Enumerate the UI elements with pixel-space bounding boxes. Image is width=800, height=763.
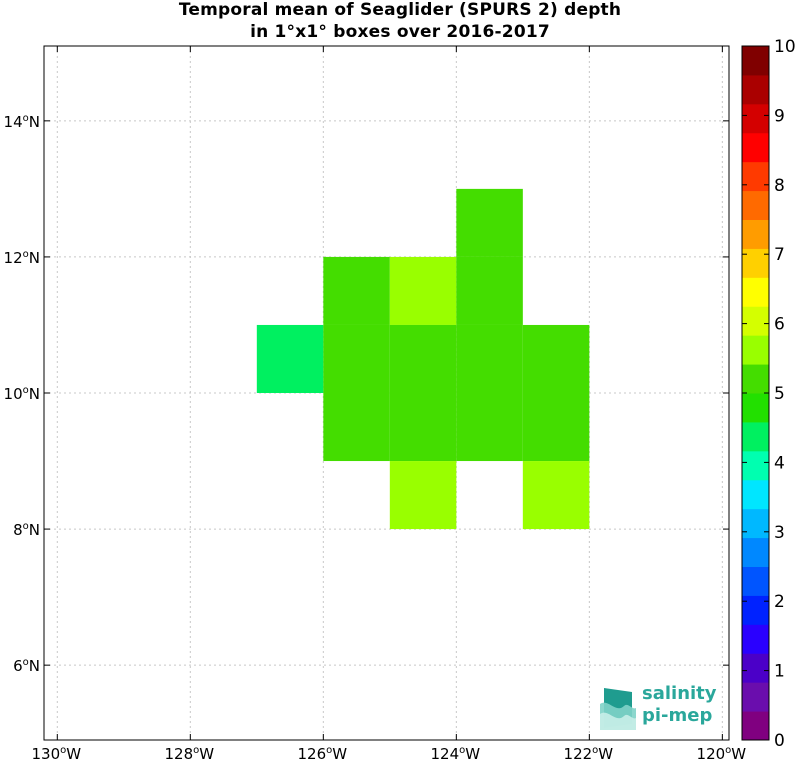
colorbar-segment (742, 190, 769, 220)
colorbar-tick-label: 4 (774, 453, 785, 473)
logo-text-salinity: salinity (642, 683, 717, 704)
colorbar-segment (742, 132, 769, 163)
wave-logo-icon (600, 688, 636, 730)
colorbar-segment (742, 335, 769, 365)
colorbar-segment (742, 595, 769, 625)
y-tick-label: 6oN (13, 657, 40, 675)
data-cell (456, 188, 523, 257)
colorbar-tick-label: 9 (774, 106, 785, 126)
colorbar-tick-label: 3 (774, 523, 785, 543)
y-tick-label: 12oN (4, 249, 40, 267)
data-cell (522, 324, 590, 393)
colorbar-tick-label: 8 (774, 176, 785, 196)
colorbar-segment (742, 479, 769, 510)
colorbar-tick-label: 5 (774, 384, 785, 404)
colorbar-segment (742, 364, 769, 394)
colorbar-segment (742, 711, 769, 741)
x-tick-label: 122oW (564, 745, 614, 763)
colorbar-segment (742, 46, 769, 76)
data-cell (456, 256, 523, 325)
data-cell (256, 324, 324, 393)
colorbar-segment (742, 248, 769, 278)
colorbar-tick-label: 0 (774, 731, 785, 751)
x-tick-label: 124oW (431, 745, 481, 763)
chart-title-line1: Temporal mean of Seaglider (SPURS 2) dep… (178, 0, 622, 20)
x-tick-label: 130oW (31, 745, 81, 763)
colorbar-segment (742, 566, 769, 596)
data-cell (323, 256, 390, 325)
data-cell (323, 393, 390, 462)
colorbar-segment (742, 653, 769, 683)
colorbar-segment (742, 161, 769, 192)
colorbar-segment (742, 103, 769, 134)
colorbar-segment (742, 421, 769, 452)
data-cell (389, 461, 457, 530)
colorbar-segment (742, 450, 769, 481)
colorbar-segment (742, 624, 769, 654)
colorbar-tick-label: 7 (774, 245, 785, 265)
data-cell (323, 324, 390, 393)
chart-title-line2: in 1°x1° boxes over 2016-2017 (250, 22, 550, 42)
colorbar-segment (742, 537, 769, 567)
x-tick-label: 126oW (298, 745, 348, 763)
colorbar: 0 1 2 3 4 5 6 7 8 9 10 (741, 37, 796, 751)
y-tick-label: 14oN (4, 113, 40, 131)
data-cells (256, 188, 590, 530)
colorbar-tick-label: 6 (774, 315, 785, 335)
colorbar-segment (742, 74, 769, 105)
salinity-pi-mep-logo: salinity pi-mep (598, 684, 726, 734)
colorbar-segment (742, 508, 769, 539)
colorbar-tick-label: 10 (774, 37, 796, 57)
data-cell (456, 393, 523, 462)
colorbar-segment (742, 393, 769, 423)
colorbar-segment (742, 219, 769, 249)
data-cell (389, 256, 457, 325)
y-tick-label: 10oN (4, 385, 40, 403)
y-tick-label: 8oN (13, 521, 40, 539)
x-tick-label: 120oW (697, 745, 747, 763)
colorbar-segment (742, 682, 769, 712)
axis-ticks: 130oW 128oW 126oW 124oW 122oW 120oW 6oN 8oN 10oN… (4, 46, 747, 763)
data-cell (389, 393, 457, 462)
logo-text-pi-mep: pi-mep (642, 705, 713, 726)
data-cell (522, 461, 590, 530)
data-cell (389, 324, 457, 393)
x-tick-label: 128oW (165, 745, 215, 763)
colorbar-segment (742, 277, 769, 307)
colorbar-segment (742, 306, 769, 336)
colorbar-tick-label: 1 (774, 662, 785, 682)
colorbar-tick-label: 2 (774, 592, 785, 612)
data-cell (456, 324, 523, 393)
data-cell (522, 393, 590, 462)
